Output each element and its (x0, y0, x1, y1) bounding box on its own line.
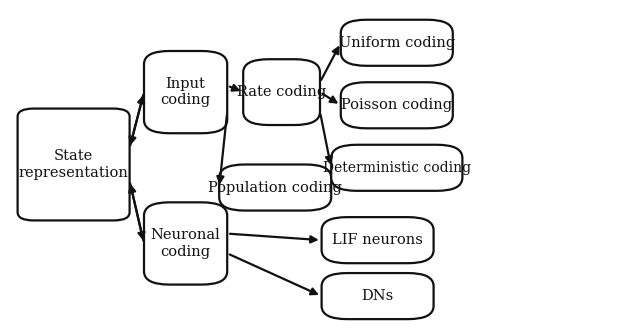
Text: Rate coding: Rate coding (237, 85, 326, 99)
FancyBboxPatch shape (144, 202, 227, 285)
Text: Deterministic coding: Deterministic coding (323, 161, 471, 175)
Text: Poisson coding: Poisson coding (341, 98, 452, 112)
Text: Neuronal
coding: Neuronal coding (151, 228, 220, 259)
Text: LIF neurons: LIF neurons (332, 233, 423, 247)
FancyBboxPatch shape (18, 109, 130, 220)
Text: Population coding: Population coding (208, 181, 342, 194)
FancyBboxPatch shape (219, 164, 332, 211)
Text: Input
coding: Input coding (161, 77, 211, 107)
Text: DNs: DNs (362, 289, 394, 303)
FancyBboxPatch shape (321, 217, 434, 263)
Text: Uniform coding: Uniform coding (339, 36, 455, 50)
FancyBboxPatch shape (321, 273, 434, 319)
FancyBboxPatch shape (340, 20, 453, 66)
FancyBboxPatch shape (332, 145, 462, 191)
Text: State
representation: State representation (19, 149, 129, 180)
FancyBboxPatch shape (144, 51, 227, 133)
FancyBboxPatch shape (243, 59, 320, 125)
FancyBboxPatch shape (340, 82, 453, 128)
